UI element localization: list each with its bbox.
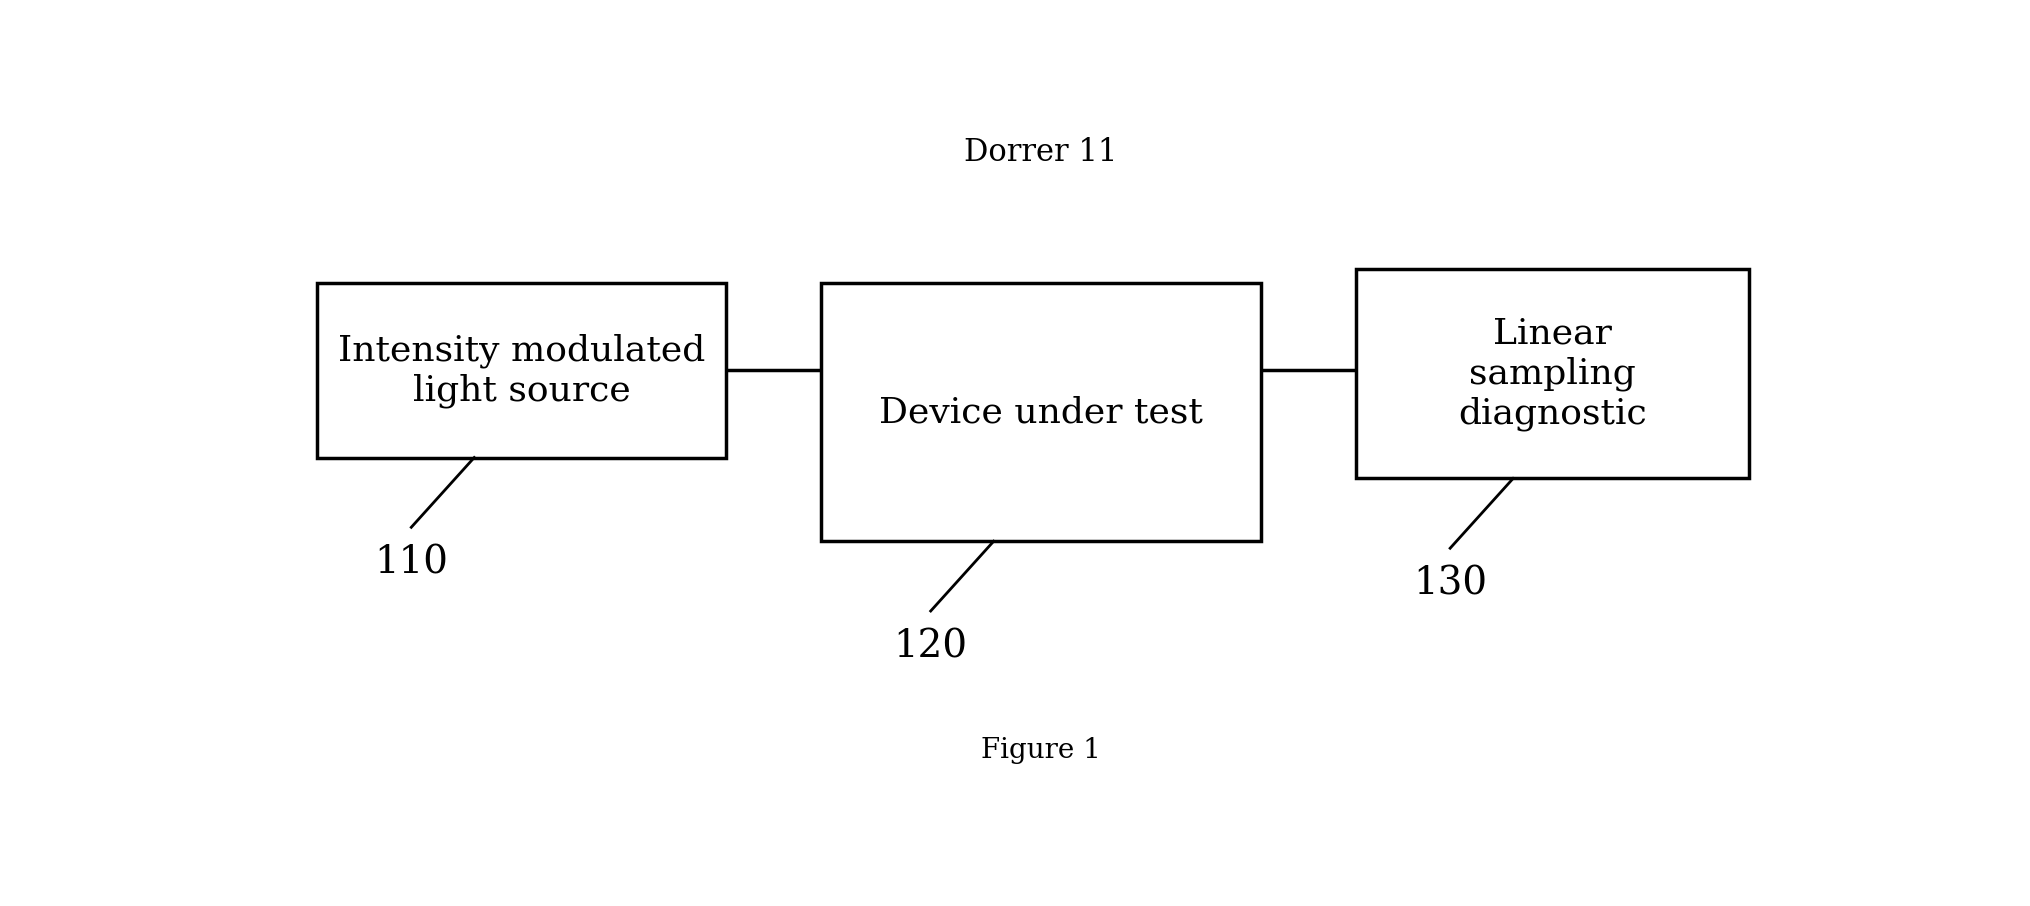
Text: Linear
sampling
diagnostic: Linear sampling diagnostic	[1458, 317, 1646, 430]
Text: Intensity modulated
light source: Intensity modulated light source	[337, 333, 704, 408]
Text: Device under test: Device under test	[879, 395, 1202, 429]
Text: 110: 110	[374, 545, 449, 582]
Bar	[1356, 269, 1748, 478]
Bar	[317, 283, 727, 458]
Text: 120: 120	[893, 629, 966, 665]
Text: Dorrer 11: Dorrer 11	[964, 137, 1117, 168]
Bar	[820, 283, 1261, 541]
Text: 130: 130	[1413, 565, 1486, 602]
Text: Figure 1: Figure 1	[980, 737, 1100, 764]
